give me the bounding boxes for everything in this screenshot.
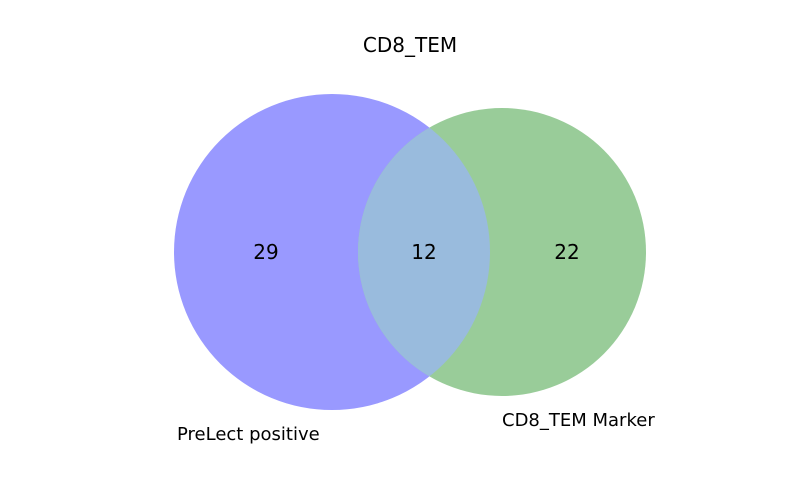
set-label-prelect-positive: PreLect positive (177, 424, 320, 445)
intersection-region (358, 108, 490, 396)
count-intersection: 12 (411, 240, 436, 264)
count-prelect-only: 29 (253, 240, 278, 264)
set-label-cd8-tem-marker: CD8_TEM Marker (502, 410, 655, 431)
chart-title: CD8_TEM (363, 33, 457, 57)
count-cd8-tem-only: 22 (554, 240, 579, 264)
